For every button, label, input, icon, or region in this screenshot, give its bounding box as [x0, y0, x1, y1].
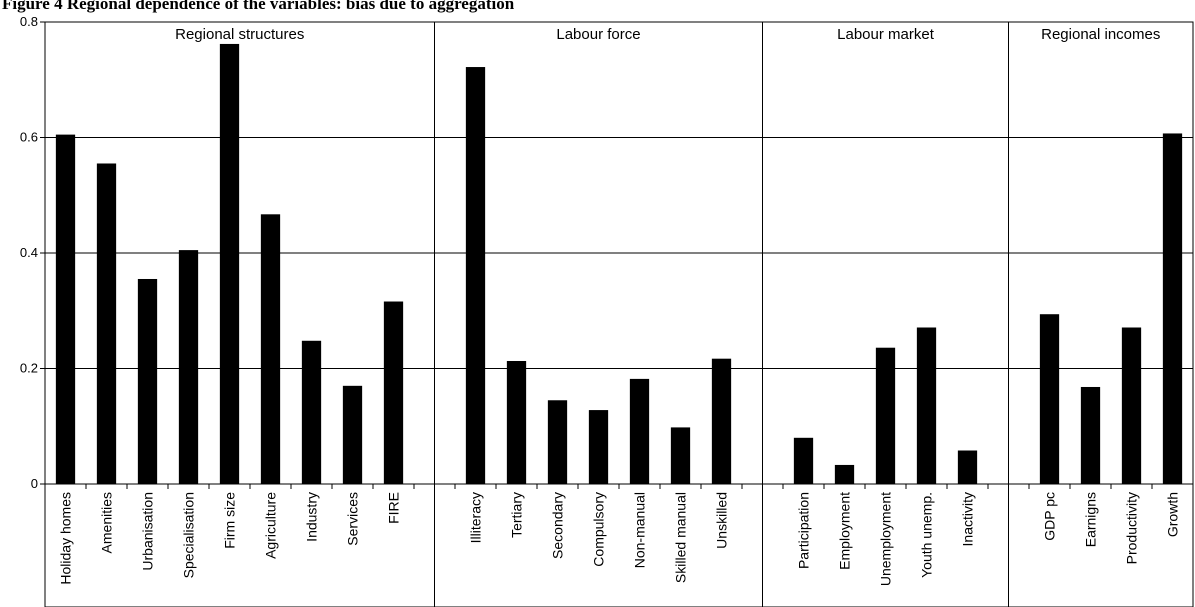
category-label: Services	[345, 492, 361, 546]
bar	[342, 385, 363, 484]
bar	[96, 163, 117, 485]
bar	[670, 427, 691, 484]
bar	[55, 134, 76, 485]
bar	[1080, 386, 1101, 484]
bar	[793, 437, 814, 484]
group-label: Labour force	[556, 26, 640, 43]
category-label: Amenities	[99, 492, 115, 553]
bar	[137, 278, 158, 484]
y-tick-label: 0.6	[20, 130, 38, 145]
category-label: Growth	[1165, 492, 1181, 537]
category-label: Skilled manual	[673, 492, 689, 583]
bar	[1162, 133, 1183, 484]
category-label: Urbanisation	[140, 492, 156, 571]
category-label: Participation	[796, 492, 812, 569]
bar	[465, 67, 486, 485]
bar	[260, 214, 281, 484]
category-label: Agriculture	[263, 492, 279, 559]
category-label: FIRE	[386, 492, 402, 524]
category-label: Non-manual	[632, 492, 648, 568]
y-tick-label: 0.4	[20, 245, 38, 260]
category-label: Unskilled	[714, 492, 730, 549]
y-tick-label: 0.8	[20, 14, 38, 29]
bar	[383, 301, 404, 484]
category-label: Specialisation	[181, 492, 197, 578]
category-label: Compulsory	[591, 492, 607, 567]
bar	[506, 360, 527, 484]
bar	[1039, 314, 1060, 484]
category-label: Earnigns	[1083, 492, 1099, 547]
category-label: Illiteracy	[468, 492, 484, 543]
category-label: Youth unemp.	[919, 492, 935, 578]
category-label: Holiday homes	[58, 492, 74, 585]
category-label: Unemployment	[878, 492, 894, 586]
bar	[834, 464, 855, 484]
y-tick-label: 0.2	[20, 361, 38, 376]
plot-frame	[44, 21, 1194, 607]
bar	[875, 347, 896, 484]
group-label: Labour market	[837, 26, 935, 43]
bar	[588, 410, 609, 484]
bar	[219, 43, 240, 484]
bar	[629, 378, 650, 484]
bar	[957, 450, 978, 484]
bar	[711, 358, 732, 484]
chart-title: Figure 4 Regional dependence of the vari…	[2, 0, 515, 13]
category-label: Industry	[304, 492, 320, 542]
group-label: Regional structures	[175, 26, 304, 43]
bar	[547, 400, 568, 484]
category-label: Secondary	[550, 492, 566, 559]
category-label: Employment	[837, 492, 853, 570]
category-label: Inactivity	[960, 492, 976, 546]
group-label: Regional incomes	[1041, 26, 1160, 43]
category-label: Tertiary	[509, 492, 525, 538]
y-tick-label: 0	[31, 476, 38, 491]
bar	[916, 327, 937, 484]
category-label: Productivity	[1124, 492, 1140, 564]
category-label: GDP pc	[1042, 492, 1058, 541]
category-label: Firm size	[222, 492, 238, 549]
bar	[1121, 327, 1142, 484]
bar	[178, 250, 199, 484]
bar	[301, 340, 322, 484]
